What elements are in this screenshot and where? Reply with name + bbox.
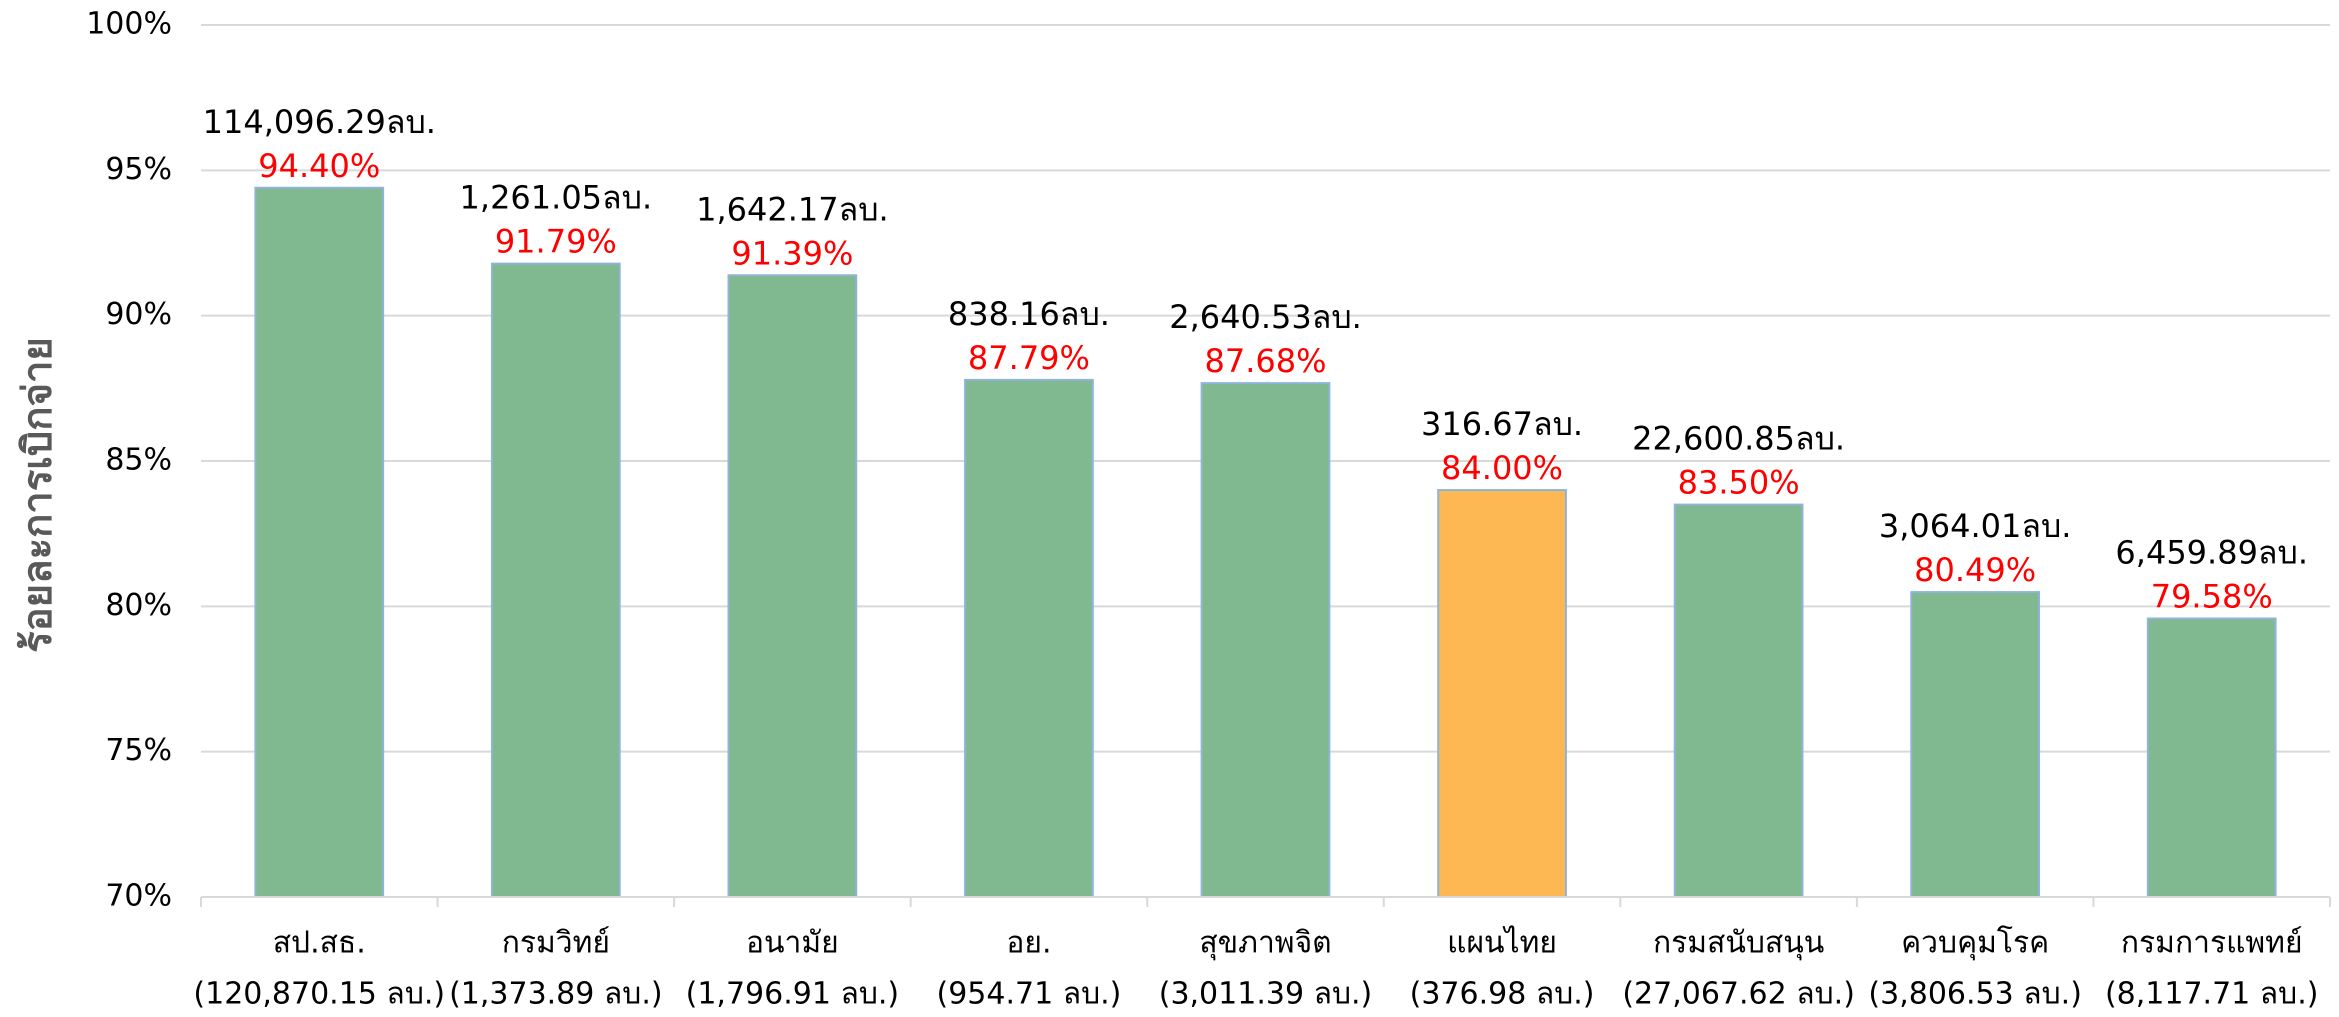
x-tick-sublabel: (1,796.91 ลบ.) [686, 977, 900, 1012]
y-tick-label: 95% [105, 152, 172, 187]
value-label: 79.58% [2151, 578, 2273, 616]
bar [1673, 503, 1804, 898]
amount-label: 22,600.85ลบ. [1632, 420, 1845, 458]
x-tick-sublabel: (3,011.39 ลบ.) [1159, 977, 1373, 1012]
value-label: 84.00% [1441, 449, 1563, 487]
x-tick-label: อนามัย [746, 926, 839, 961]
y-tick-label: 85% [105, 443, 172, 478]
y-tick-label: 80% [105, 588, 172, 623]
x-tick-label: ควบคุมโรค [1901, 925, 2049, 962]
bar [490, 262, 621, 898]
x-tick-label: สป.สธ. [273, 926, 366, 961]
x-tick-sublabel: (120,870.15 ลบ.) [193, 977, 445, 1012]
x-tick-label: อย. [1006, 926, 1051, 961]
value-label: 87.79% [968, 339, 1090, 377]
x-tick-label: กรมสนับสนุน [1653, 926, 1824, 962]
x-tick-sublabel: (1,373.89 ลบ.) [449, 977, 663, 1012]
amount-label: 1,642.17ลบ. [696, 190, 889, 228]
value-label: 80.49% [1914, 551, 2036, 589]
y-tick-label: 70% [105, 879, 172, 914]
value-label: 91.79% [495, 223, 617, 261]
amount-label: 114,096.29ลบ. [203, 103, 436, 141]
value-label: 87.68% [1204, 342, 1326, 380]
amount-label: 1,261.05ลบ. [460, 179, 653, 217]
bar [1200, 382, 1331, 898]
bar [254, 186, 385, 899]
value-label: 94.40% [258, 147, 380, 185]
y-tick-label: 90% [105, 297, 172, 332]
y-tick-label: 100% [86, 7, 172, 42]
bar [2146, 617, 2277, 898]
value-label: 91.39% [731, 234, 853, 272]
x-tick-label: กรมวิทย์ [502, 926, 610, 961]
y-axis-label: ร้อยละการเบิกจ่าย [15, 337, 61, 653]
x-tick-label: กรมการแพทย์ [2121, 926, 2303, 961]
amount-label: 6,459.89ลบ. [2115, 534, 2308, 572]
x-tick-sublabel: (27,067.62 ลบ.) [1622, 977, 1855, 1012]
x-tick-label: แผนไทย [1447, 925, 1557, 961]
x-tick-sublabel: (954.71 ลบ.) [936, 977, 1121, 1012]
x-tick-sublabel: (3,806.53 ลบ.) [1868, 977, 2082, 1012]
bar [1910, 591, 2041, 898]
amount-label: 838.16ลบ. [948, 295, 1110, 333]
amount-label: 2,640.53ลบ. [1169, 298, 1362, 336]
amount-label: 316.67ลบ. [1421, 405, 1583, 443]
x-tick-sublabel: (8,117.71 ลบ.) [2105, 977, 2319, 1012]
y-tick-label: 75% [105, 733, 172, 768]
amount-label: 3,064.01ลบ. [1879, 507, 2072, 545]
x-tick-label: สุขภาพจิต [1199, 926, 1331, 962]
bar [1437, 489, 1567, 898]
value-label: 83.50% [1678, 464, 1800, 502]
bar [964, 378, 1094, 898]
x-tick-sublabel: (376.98 ลบ.) [1410, 977, 1595, 1012]
bar [727, 274, 858, 899]
